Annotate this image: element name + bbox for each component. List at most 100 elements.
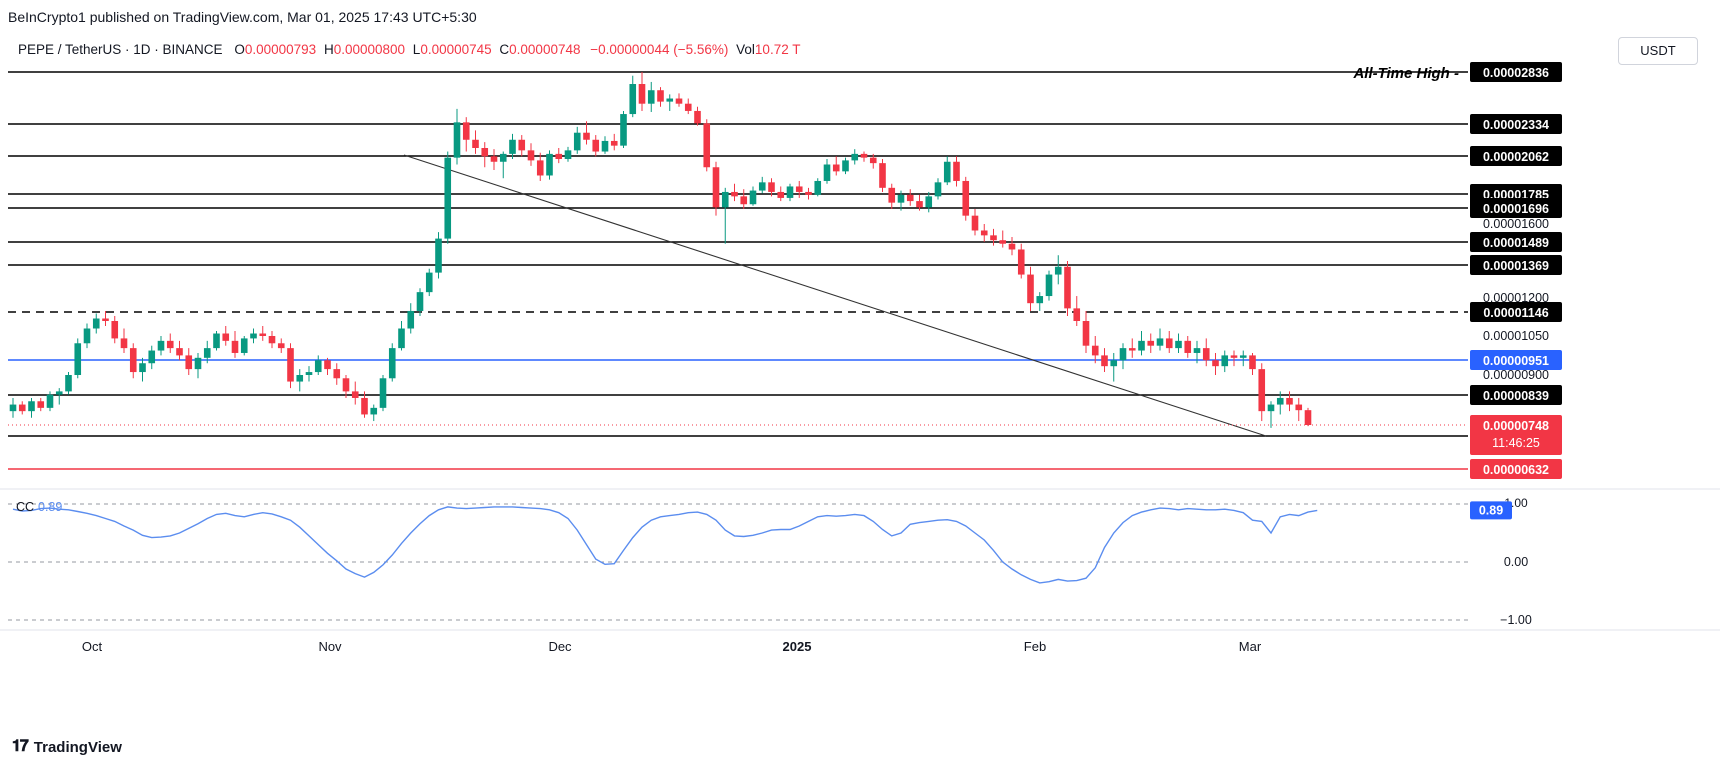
time-label-4: Feb (1024, 639, 1046, 654)
candle-body-109 (1017, 249, 1025, 275)
candle-body-105 (980, 230, 988, 236)
candle-body-42 (398, 328, 405, 349)
candle-body-128 (1193, 348, 1201, 353)
price-tick-1: 0.00001200 (1483, 291, 1549, 305)
candle-body-37 (351, 391, 359, 398)
candle-body-54 (509, 139, 516, 154)
level-label-bg-4 (1470, 198, 1562, 218)
candle-body-93 (869, 157, 877, 164)
candle-body-100 (934, 182, 942, 197)
candle-body-104 (971, 215, 979, 231)
cc-name: CC (16, 500, 34, 514)
candle-body-123 (1147, 340, 1155, 346)
candle-body-72 (675, 98, 683, 104)
close-label: C (499, 42, 510, 57)
candle-body-78 (731, 191, 738, 197)
open-value: 0.00000793 (244, 42, 317, 57)
candle-body-25 (240, 338, 248, 353)
candle-body-50 (472, 139, 479, 148)
candle-body-95 (888, 187, 896, 203)
candle-body-87 (814, 180, 822, 195)
level-label-bg-5 (1470, 232, 1562, 252)
last-price-badge (1470, 415, 1562, 455)
tradingview-footer[interactable]: 𝟏𝟕 TradingView (12, 738, 122, 756)
candle-body-6 (65, 375, 72, 392)
level-label-8: 0.00000951 (1483, 354, 1549, 368)
ath-label: All-Time High - (1352, 65, 1459, 82)
candle-body-10 (102, 318, 109, 321)
level-label-5: 0.00001489 (1483, 236, 1549, 250)
candle-body-65 (610, 140, 618, 146)
candle-body-46 (435, 238, 442, 273)
candle-body-127 (1184, 340, 1192, 353)
candle-body-19 (185, 355, 193, 370)
price-tick-2: 0.00001050 (1483, 329, 1549, 343)
cc-value-badge-label: 0.89 (1479, 503, 1503, 517)
candle-body-33 (314, 360, 322, 373)
level-label-bg-8 (1470, 350, 1562, 370)
candle-body-24 (231, 340, 239, 353)
candle-body-111 (1036, 296, 1044, 304)
candle-body-26 (250, 333, 257, 339)
candle-body-88 (823, 164, 831, 181)
candle-body-96 (897, 194, 905, 203)
volume-value: 10.72 T (754, 42, 801, 57)
candle-body-63 (592, 139, 600, 152)
level-label-7: 0.00001146 (1483, 306, 1548, 320)
candle-body-114 (1064, 266, 1071, 309)
candle-body-34 (324, 360, 331, 370)
candle-body-41 (388, 348, 396, 379)
candle-body-64 (601, 140, 609, 152)
high-label: H (323, 42, 334, 57)
candle-body-139 (1295, 404, 1303, 411)
candle-body-7 (74, 343, 82, 375)
candle-body-122 (1138, 340, 1145, 351)
candle-body-117 (1091, 345, 1099, 356)
candle-body-62 (583, 132, 590, 140)
candle-body-140 (1304, 410, 1312, 425)
candle-body-135 (1258, 369, 1266, 412)
candle-body-108 (1008, 243, 1016, 250)
candle-body-28 (268, 336, 276, 344)
candle-body-22 (213, 333, 220, 349)
level-label-2: 0.00002062 (1483, 150, 1549, 164)
candle-body-59 (555, 153, 563, 160)
candle-body-36 (342, 378, 350, 392)
candle-body-76 (712, 167, 720, 208)
symbol-title[interactable]: PEPE / TetherUS · 1D · BINANCE (18, 42, 223, 57)
candle-body-79 (740, 196, 748, 205)
candle-body-94 (879, 163, 886, 188)
time-label-5: Mar (1239, 639, 1262, 654)
candle-body-29 (277, 343, 285, 349)
level-label-bg-0 (1470, 62, 1562, 82)
candle-body-99 (925, 196, 933, 208)
candle-body-137 (1276, 397, 1284, 405)
candle-body-110 (1027, 274, 1034, 304)
candle-body-107 (999, 240, 1007, 244)
ohlc-header: PEPE / TetherUS · 1D · BINANCE O0.000007… (18, 42, 800, 57)
candle-body-80 (749, 190, 757, 205)
candle-body-132 (1230, 355, 1238, 358)
candle-body-125 (1165, 338, 1173, 349)
open-label: O (234, 42, 245, 57)
candle-body-47 (444, 157, 452, 239)
candle-body-56 (527, 150, 535, 161)
tradingview-logo-icon: 𝟏𝟕 (12, 738, 29, 755)
candle-body-1 (18, 404, 26, 412)
low-value: 0.00000745 (420, 42, 492, 57)
high-value: 0.00000800 (333, 42, 406, 57)
candle-body-23 (222, 333, 230, 341)
currency-button[interactable]: USDT (1618, 37, 1698, 65)
candle-body-101 (943, 161, 951, 183)
candle-body-97 (906, 194, 914, 202)
candle-body-0 (9, 404, 17, 412)
level-label-bg-9 (1470, 385, 1562, 405)
candle-body-27 (259, 333, 267, 336)
candle-body-119 (1110, 360, 1118, 367)
candle-body-55 (518, 139, 526, 151)
candle-body-21 (203, 348, 211, 358)
candle-body-89 (832, 164, 840, 172)
candle-body-15 (148, 350, 156, 364)
candle-body-131 (1221, 355, 1229, 367)
